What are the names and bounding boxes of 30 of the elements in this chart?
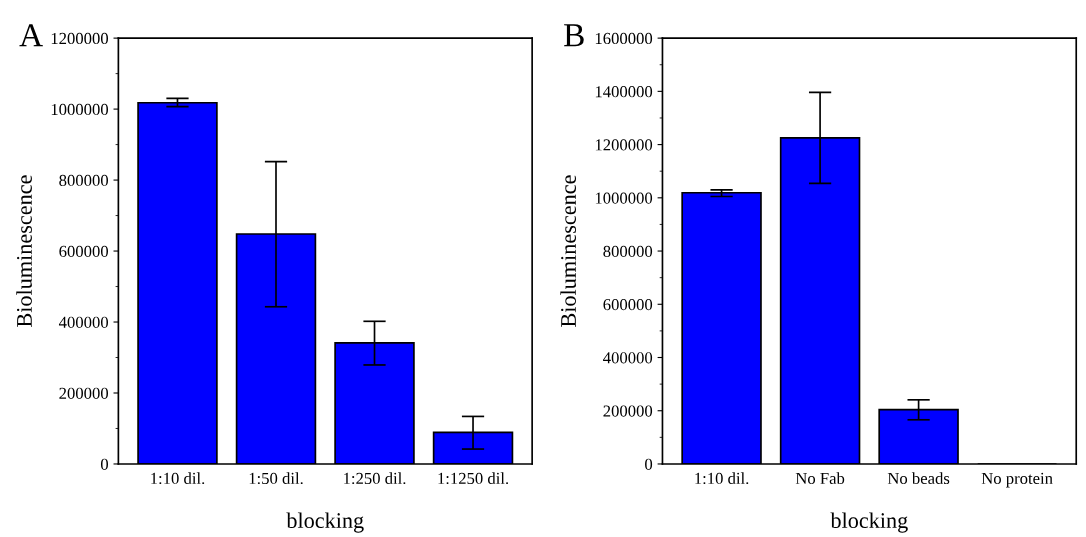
y-tick-label: 600000 (59, 245, 109, 257)
y-tick-label: 1600000 (595, 32, 653, 45)
x-tick-label: 1:1250 dil. (438, 472, 509, 485)
y-tick-label: 1400000 (595, 86, 653, 98)
y-tick-label: 400000 (58, 316, 109, 328)
y-tick-label: 1200000 (51, 32, 109, 45)
x-tick-label: No protein (981, 472, 1053, 488)
x-tick-label: No beads (887, 472, 950, 485)
y-tick-label: 800000 (603, 245, 653, 257)
y-tick-label: 1200000 (595, 139, 653, 151)
y-tick-label: 1000000 (51, 103, 109, 116)
y-axis-title: Bioluminescence (560, 175, 576, 327)
y-axis-title: Bioluminescence (16, 175, 32, 327)
x-axis-title: blocking (830, 512, 908, 533)
y-tick-label: 400000 (603, 352, 653, 364)
x-tick-label: 1:250 dil. (344, 472, 406, 485)
x-tick-label: 1:10 dil. (151, 472, 205, 485)
y-tick-label: 800000 (59, 174, 109, 187)
y-tick-label: 0 (645, 458, 653, 470)
y-tick-label: 0 (100, 458, 109, 470)
y-tick-label: 600000 (603, 298, 653, 311)
text: A (19, 24, 43, 47)
x-tick-label: No Fab (795, 472, 845, 485)
text: B (564, 24, 584, 47)
y-tick-label: 200000 (59, 387, 109, 399)
x-tick-label: 1:50 dil. (249, 472, 303, 485)
y-tick-label: 1000000 (595, 192, 653, 204)
y-tick-label: 200000 (603, 405, 653, 417)
x-axis-title: blocking (286, 512, 364, 533)
x-tick-label: 1:10 dil. (695, 472, 749, 485)
